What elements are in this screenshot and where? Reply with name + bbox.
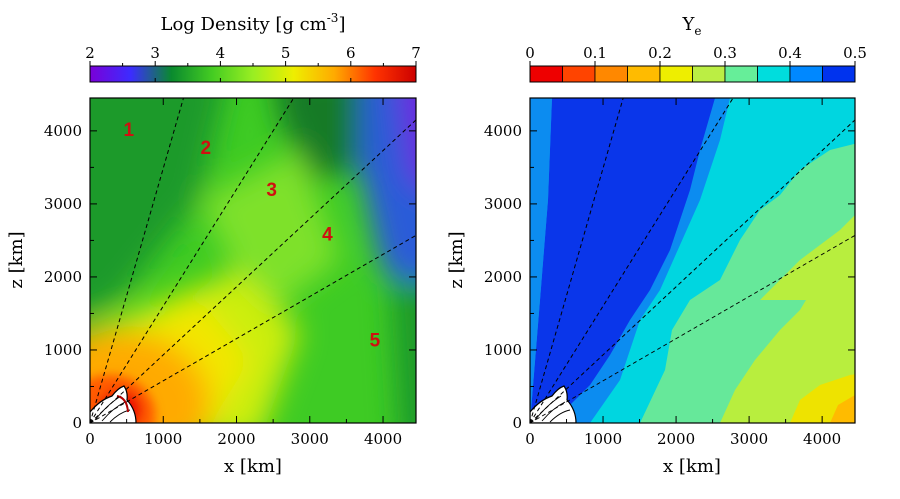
ye-colorbar-tick-label: 0 [525, 44, 535, 62]
ye-colorbar-bin [789, 65, 823, 83]
density-y-tick-label: 1000 [44, 341, 82, 359]
density-y-tick-label: 4000 [44, 122, 82, 140]
ye-y-tick-label: 4000 [484, 122, 522, 140]
density-x-tick-label: 0 [85, 430, 95, 448]
ye-colorbar-bin [627, 65, 661, 83]
ye-central-object [530, 385, 577, 423]
ye-plot-frame [529, 97, 856, 424]
ye-x-tick-label: 0 [525, 430, 535, 448]
ye-colorbar-bin [757, 65, 791, 83]
density-plot-frame [89, 97, 417, 424]
region-label-4: 4 [322, 224, 333, 245]
region-label-3: 3 [266, 180, 277, 201]
ye-y-tick-label: 0 [512, 414, 522, 432]
ye-x-tick-label: 2000 [657, 430, 695, 448]
ye-colorbar-bin [822, 65, 856, 83]
ye-colorbar-bin [529, 65, 563, 83]
ye-colorbar-ticks: 0 0.1 0.2 0.3 0.4 0.5 [525, 44, 867, 66]
density-colorbar-tick-label: 5 [281, 44, 291, 62]
ye-y-tick-label: 2000 [484, 268, 522, 286]
density-colorbar-tick-label: 2 [85, 44, 95, 62]
ye-colorbar-bin [659, 65, 693, 83]
density-colorbar-ticks: 2 3 4 5 6 7 [85, 44, 421, 82]
ye-axes: 0 1000 2000 3000 4000 0 1000 2000 3000 4000 [484, 98, 855, 448]
ye-colorbar-tick-label: 0.2 [648, 44, 672, 62]
ye-map [530, 98, 855, 423]
density-map: 1 2 3 4 5 [90, 98, 416, 423]
density-ylabel: z [km] [6, 231, 27, 288]
density-x-tick-label: 2000 [217, 430, 255, 448]
region-label-1: 1 [124, 120, 135, 141]
density-xlabel: x [km] [224, 456, 282, 477]
density-colorbar-tick-label: 3 [150, 44, 160, 62]
density-x-tick-label: 3000 [291, 430, 329, 448]
ye-colorbar-title: Ye [682, 14, 702, 38]
density-colorbar [89, 65, 417, 83]
ye-x-tick-label: 1000 [584, 430, 622, 448]
ye-colorbar-tick-label: 0.5 [843, 44, 867, 62]
density-central-object [90, 385, 137, 423]
ye-y-tick-label: 1000 [484, 341, 522, 359]
ye-colorbar-bin [724, 65, 758, 83]
ye-y-tick-label: 3000 [484, 195, 522, 213]
ye-xlabel: x [km] [663, 456, 721, 477]
density-colorbar-tick-label: 4 [216, 44, 226, 62]
density-y-tick-label: 2000 [44, 268, 82, 286]
density-y-tick-label: 0 [72, 414, 82, 432]
density-colorbar-title: Log Density [g cm-3] [161, 11, 346, 35]
ye-colorbar [529, 65, 856, 83]
density-y-tick-label: 3000 [44, 195, 82, 213]
density-axes: 0 1000 2000 3000 4000 0 1000 2000 3000 4000 [44, 98, 416, 448]
region-label-2: 2 [200, 138, 211, 159]
density-colorbar-tick-label: 7 [411, 44, 421, 62]
ye-colorbar-tick-label: 0.4 [778, 44, 802, 62]
ye-colorbar-bin [594, 65, 628, 83]
density-panel: Log Density [g cm-3] 2 3 4 5 6 7 [6, 11, 421, 477]
density-x-tick-label: 1000 [144, 430, 182, 448]
ye-colorbar-bin [562, 65, 596, 83]
ye-colorbar-tick-label: 0.1 [583, 44, 607, 62]
density-region-labels: 1 2 3 4 5 [124, 120, 381, 351]
ye-panel: Ye 0 0.1 0.2 0.3 0.4 0.5 0 1000 2000 3000 [446, 14, 867, 477]
ye-ylabel: z [km] [446, 231, 467, 288]
density-x-tick-label: 4000 [364, 430, 402, 448]
ye-x-tick-label: 4000 [803, 430, 841, 448]
ye-x-tick-label: 3000 [730, 430, 768, 448]
density-colorbar-tick-label: 6 [346, 44, 356, 62]
region-label-5: 5 [370, 330, 381, 351]
ye-colorbar-bin [692, 65, 726, 83]
ye-colorbar-tick-label: 0.3 [713, 44, 737, 62]
